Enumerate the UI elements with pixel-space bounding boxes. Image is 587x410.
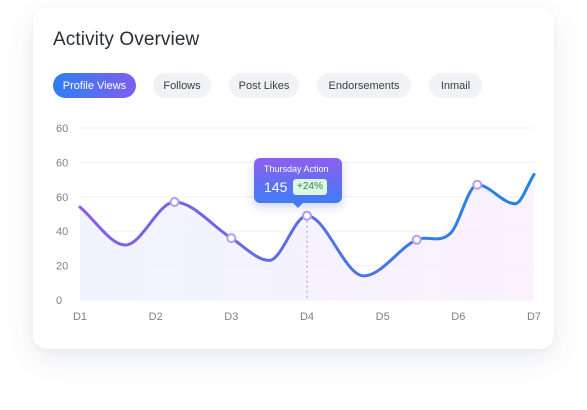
y-axis-ticks: 60 60 60 40 20 0 [56, 123, 68, 307]
data-point[interactable] [226, 233, 237, 244]
tab-post-likes[interactable]: Post Likes [229, 73, 299, 98]
x-tick-label: D4 [300, 311, 314, 323]
tab-profile-views[interactable]: Profile Views [53, 73, 136, 98]
tab-inmail[interactable]: Inmail [429, 73, 482, 98]
y-tick-label: 20 [56, 261, 68, 273]
y-tick-label: 60 [56, 192, 68, 204]
card-title: Activity Overview [53, 29, 200, 50]
x-axis-ticks: D1 D2 D3 D4 D5 D6 D7 [73, 311, 541, 323]
y-tick-label: 60 [56, 157, 68, 169]
x-tick-label: D2 [149, 311, 163, 323]
y-tick-label: 60 [56, 123, 68, 135]
tab-endorsements[interactable]: Endorsements [317, 73, 411, 98]
data-point[interactable] [472, 179, 483, 190]
activity-overview-card: Activity Overview Profile Views Follows … [33, 8, 554, 349]
x-tick-label: D3 [224, 311, 238, 323]
tooltip-change-badge: +24% [293, 179, 327, 195]
activity-line-chart: 60 60 60 40 20 0 D1 D2 D3 D4 D5 D6 D7 [56, 123, 541, 323]
tooltip-title: Thursday Action [264, 164, 329, 174]
data-point[interactable] [169, 196, 180, 207]
y-tick-label: 40 [56, 226, 68, 238]
x-tick-label: D1 [73, 311, 87, 323]
x-tick-label: D7 [527, 311, 541, 323]
x-tick-label: D5 [376, 311, 390, 323]
data-point[interactable] [411, 234, 422, 245]
y-tick-label: 0 [56, 295, 62, 307]
x-tick-label: D6 [451, 311, 465, 323]
highlighted-data-point[interactable] [302, 210, 312, 221]
tab-follows[interactable]: Follows [153, 73, 211, 98]
point-markers [169, 179, 483, 245]
data-tooltip: Thursday Action 145 +24% [254, 158, 342, 208]
tooltip-value: 145 [264, 179, 288, 195]
